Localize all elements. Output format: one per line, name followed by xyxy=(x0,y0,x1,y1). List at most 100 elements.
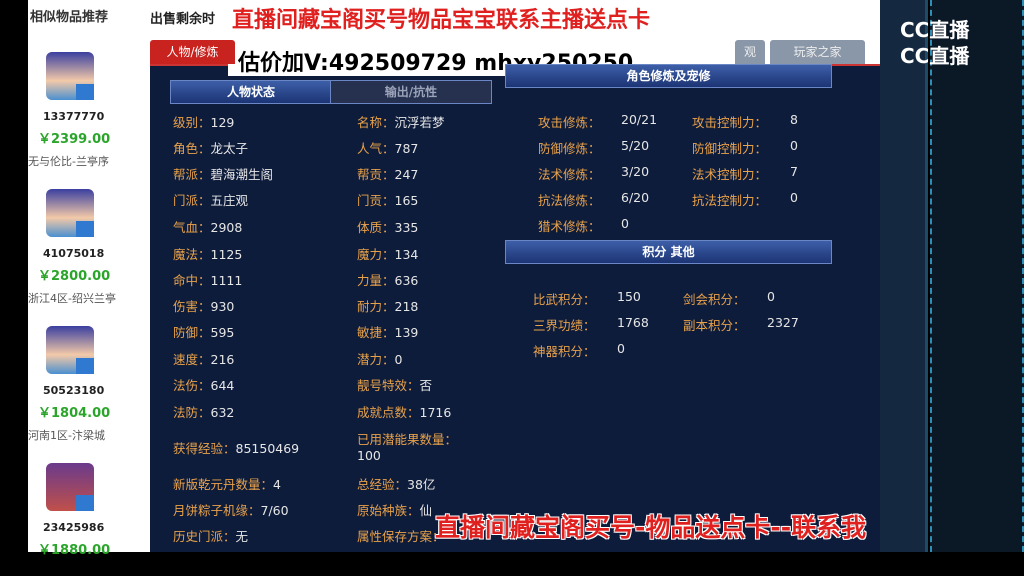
stat-label: 抗法控制力： xyxy=(692,193,768,208)
stat-label: 敏捷： xyxy=(357,325,395,340)
right-strip xyxy=(880,0,928,552)
stat: 猎术修炼： 0 xyxy=(538,216,629,235)
overlay-box xyxy=(228,0,735,76)
stat: 成就点数：1716 xyxy=(357,402,451,421)
stat-label: 帮派： xyxy=(173,167,211,182)
stat: 副本积分： 2327 xyxy=(683,315,799,334)
stat-value: 否 xyxy=(419,378,433,393)
stat-value: 7/60 xyxy=(260,503,289,518)
stat-value: 仙 xyxy=(419,503,433,518)
item-price: ￥2399.00 xyxy=(38,132,111,147)
stat-label: 法防： xyxy=(173,405,211,420)
stat-value: 129 xyxy=(210,115,235,130)
stat: 获得经验：85150469 xyxy=(173,438,299,457)
stat-label: 防御控制力： xyxy=(692,141,768,156)
avatar xyxy=(46,52,94,100)
stat-label: 法伤： xyxy=(173,378,211,393)
item-price: ￥2800.00 xyxy=(38,269,111,284)
stat-value: 五庄观 xyxy=(210,193,249,208)
stat: 帮派：碧海潮生阁 xyxy=(173,164,273,183)
stat-label: 法术控制力： xyxy=(692,167,768,182)
stat-label: 抗法修炼： xyxy=(538,193,601,208)
tab[interactable]: 观 xyxy=(735,40,765,64)
stat-value: 2327 xyxy=(767,315,799,330)
stat: 属性保存方案： xyxy=(357,526,445,545)
stat-label: 法术修炼： xyxy=(538,167,601,182)
stat-label: 比武积分： xyxy=(533,292,596,307)
stat-value: 沉浮若梦 xyxy=(394,115,445,130)
stat: 人气：787 xyxy=(357,138,418,157)
stat: 潜力：0 xyxy=(357,349,402,368)
tab[interactable]: 玩家之家 xyxy=(770,40,865,64)
stat: 法伤：644 xyxy=(173,375,234,394)
remaining: 出售剩余时 xyxy=(150,12,216,27)
stat-value: 247 xyxy=(394,167,419,182)
stat-value: 85150469 xyxy=(235,441,300,456)
stat-value: 139 xyxy=(394,325,419,340)
stat-label: 剑会积分： xyxy=(683,292,746,307)
stat: 法术修炼： 3/20 xyxy=(538,164,649,183)
stat: 级别：129 xyxy=(173,112,234,131)
section-header: 输出/抗性 xyxy=(330,80,492,104)
stat: 防御：595 xyxy=(173,322,234,341)
stat-value: 1111 xyxy=(210,273,243,288)
stat-label: 潜力： xyxy=(357,352,395,367)
stat-value: 20/21 xyxy=(621,112,658,127)
stat-value: 碧海潮生阁 xyxy=(210,167,274,182)
logo: CC直播 xyxy=(900,18,970,42)
stat-label: 三界功绩： xyxy=(533,318,596,333)
item-server: 无与伦比-兰亭序 xyxy=(28,155,109,168)
stat-label: 角色： xyxy=(173,141,211,156)
stat-label: 攻击修炼： xyxy=(538,115,601,130)
stat-label: 魔法： xyxy=(173,247,211,262)
stat-value: 0 xyxy=(621,216,629,231)
stat-label: 攻击控制力： xyxy=(692,115,768,130)
stat: 攻击控制力： 8 xyxy=(692,112,798,131)
stat-label: 门贡： xyxy=(357,193,395,208)
stat: 靓号特效：否 xyxy=(357,375,432,394)
stat-label: 级别： xyxy=(173,115,211,130)
stat: 防御控制力： 0 xyxy=(692,138,798,157)
stat-value: 1768 xyxy=(617,315,649,330)
stat-label: 属性保存方案： xyxy=(357,529,445,544)
stat-value: 165 xyxy=(394,193,419,208)
stat-label: 帮贡： xyxy=(357,167,395,182)
stat: 法防：632 xyxy=(173,402,234,421)
stat: 三界功绩： 1768 xyxy=(533,315,649,334)
sale-badge xyxy=(76,221,94,237)
stat: 原始种族：仙 xyxy=(357,500,432,519)
stat: 魔法：1125 xyxy=(173,244,242,263)
stat-label: 人气： xyxy=(357,141,395,156)
stat-value: 5/20 xyxy=(621,138,650,153)
stat-label: 防御： xyxy=(173,325,211,340)
sale-badge xyxy=(76,495,94,511)
tab[interactable]: 人物/修炼 xyxy=(150,40,235,64)
stat-value: 100 xyxy=(357,448,381,463)
sale-badge xyxy=(76,358,94,374)
stat-value: 无 xyxy=(235,529,249,544)
item-id: 23425986 xyxy=(43,521,105,534)
stat: 角色：龙太子 xyxy=(173,138,248,157)
stat-label: 气血： xyxy=(173,220,211,235)
stat-value: 930 xyxy=(210,299,235,314)
sale-badge xyxy=(76,84,94,100)
stat-value: 2908 xyxy=(210,220,243,235)
stat-value: 218 xyxy=(394,299,419,314)
item-id: 50523180 xyxy=(43,384,105,397)
stat: 攻击修炼： 20/21 xyxy=(538,112,657,131)
stat: 神器积分： 0 xyxy=(533,341,625,360)
stat-label: 伤害： xyxy=(173,299,211,314)
avatar xyxy=(46,463,94,511)
overlay-line1: 直播间藏宝阁买号物品宝宝联系主播送点卡 xyxy=(232,8,651,33)
item-id: 41075018 xyxy=(43,247,105,260)
stat-value: 8 xyxy=(790,112,798,127)
stat-label: 成就点数： xyxy=(357,405,420,420)
stat: 帮贡：247 xyxy=(357,164,418,183)
stat: 敏捷：139 xyxy=(357,322,418,341)
stat: 防御修炼： 5/20 xyxy=(538,138,649,157)
section-header: 人物状态 xyxy=(170,80,332,104)
section-header: 积分 其他 xyxy=(505,240,832,264)
panel xyxy=(150,66,880,552)
stat: 抗法控制力： 0 xyxy=(692,190,798,209)
stat-value: 150 xyxy=(617,289,641,304)
